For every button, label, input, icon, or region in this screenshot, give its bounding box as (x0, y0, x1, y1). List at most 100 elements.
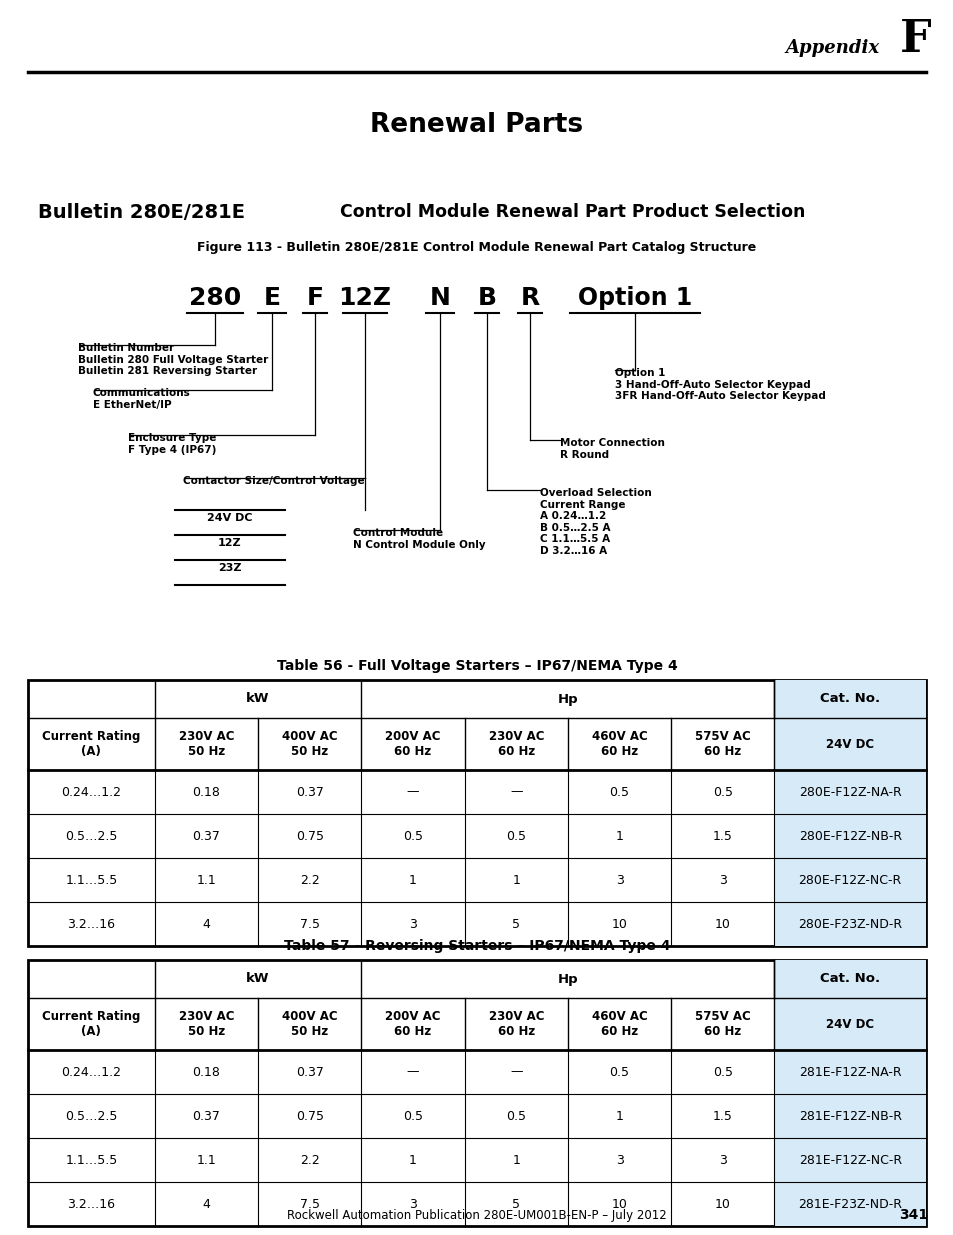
Text: 12Z: 12Z (338, 287, 391, 310)
Text: 400V AC
50 Hz: 400V AC 50 Hz (282, 1010, 337, 1037)
Text: 2.2: 2.2 (299, 873, 319, 887)
Text: 5: 5 (512, 918, 519, 930)
Bar (774, 960, 925, 1226)
Text: Current Rating
(A): Current Rating (A) (42, 1010, 140, 1037)
Text: 0.5: 0.5 (712, 1066, 732, 1078)
Text: 281E-F12Z-NC-R: 281E-F12Z-NC-R (798, 1153, 901, 1167)
Text: Figure 113 - Bulletin 280E/281E Control Module Renewal Part Catalog Structure: Figure 113 - Bulletin 280E/281E Control … (197, 241, 756, 253)
Text: 0.37: 0.37 (193, 830, 220, 842)
Text: 230V AC
60 Hz: 230V AC 60 Hz (488, 1010, 543, 1037)
Text: 24V DC: 24V DC (825, 1018, 873, 1030)
Text: 4: 4 (202, 918, 211, 930)
Text: 280E-F23Z-ND-R: 280E-F23Z-ND-R (798, 918, 902, 930)
Text: 230V AC
50 Hz: 230V AC 50 Hz (178, 730, 234, 758)
Text: 1.1: 1.1 (196, 873, 216, 887)
Bar (774, 680, 925, 946)
Text: 230V AC
50 Hz: 230V AC 50 Hz (178, 1010, 234, 1037)
Text: 1.1…5.5: 1.1…5.5 (65, 1153, 117, 1167)
Text: 0.37: 0.37 (295, 785, 323, 799)
Text: 0.24…1.2: 0.24…1.2 (61, 785, 121, 799)
Text: 0.75: 0.75 (295, 1109, 323, 1123)
Text: 0.37: 0.37 (295, 1066, 323, 1078)
Text: kW: kW (246, 972, 270, 986)
Text: 24V DC: 24V DC (207, 513, 253, 522)
Text: F: F (900, 19, 931, 62)
Text: 200V AC
60 Hz: 200V AC 60 Hz (385, 1010, 440, 1037)
Text: Renewal Parts: Renewal Parts (370, 112, 583, 138)
Text: 4: 4 (202, 1198, 211, 1210)
Text: Control Module Renewal Part Product Selection: Control Module Renewal Part Product Sele… (339, 203, 804, 221)
Text: 230V AC
60 Hz: 230V AC 60 Hz (488, 730, 543, 758)
Text: E: E (263, 287, 280, 310)
Text: 1: 1 (512, 1153, 519, 1167)
Text: Motor Connection
R Round: Motor Connection R Round (559, 438, 664, 459)
Text: —: — (406, 785, 418, 799)
Text: 575V AC
60 Hz: 575V AC 60 Hz (694, 1010, 750, 1037)
Text: kW: kW (246, 693, 270, 705)
Text: R: R (519, 287, 539, 310)
Text: 5: 5 (512, 1198, 519, 1210)
Text: 3: 3 (615, 873, 623, 887)
Text: 200V AC
60 Hz: 200V AC 60 Hz (385, 730, 440, 758)
Text: 1: 1 (512, 873, 519, 887)
Bar (28, 960, 925, 1226)
Text: 0.5…2.5: 0.5…2.5 (65, 1109, 117, 1123)
Text: 3: 3 (719, 873, 726, 887)
Text: 24V DC: 24V DC (825, 737, 873, 751)
Text: N: N (429, 287, 450, 310)
Text: 3.2…16: 3.2…16 (68, 1198, 115, 1210)
Text: —: — (406, 1066, 418, 1078)
Text: Hp: Hp (557, 693, 578, 705)
Text: —: — (510, 785, 522, 799)
Text: 280: 280 (189, 287, 241, 310)
Bar (28, 680, 925, 946)
Text: 3: 3 (615, 1153, 623, 1167)
Text: 3: 3 (719, 1153, 726, 1167)
Text: Table 56 - Full Voltage Starters – IP67/NEMA Type 4: Table 56 - Full Voltage Starters – IP67/… (276, 659, 677, 673)
Text: 1.5: 1.5 (712, 830, 732, 842)
Text: Bulletin 280E/281E: Bulletin 280E/281E (38, 203, 245, 221)
Text: 10: 10 (714, 1198, 730, 1210)
Text: 460V AC
60 Hz: 460V AC 60 Hz (591, 730, 647, 758)
Text: Option 1: Option 1 (578, 287, 691, 310)
Text: 0.5: 0.5 (402, 830, 422, 842)
Text: —: — (510, 1066, 522, 1078)
Text: B: B (477, 287, 496, 310)
Text: 3: 3 (409, 918, 416, 930)
Text: 280E-F12Z-NA-R: 280E-F12Z-NA-R (798, 785, 901, 799)
Text: 280E-F12Z-NC-R: 280E-F12Z-NC-R (798, 873, 901, 887)
Text: 281E-F12Z-NB-R: 281E-F12Z-NB-R (798, 1109, 901, 1123)
Text: 3: 3 (409, 1198, 416, 1210)
Text: 460V AC
60 Hz: 460V AC 60 Hz (591, 1010, 647, 1037)
Text: Hp: Hp (557, 972, 578, 986)
Text: Cat. No.: Cat. No. (820, 972, 880, 986)
Text: 0.5: 0.5 (506, 1109, 526, 1123)
Text: 0.5…2.5: 0.5…2.5 (65, 830, 117, 842)
Text: 7.5: 7.5 (299, 1198, 319, 1210)
Text: 0.18: 0.18 (193, 785, 220, 799)
Text: 0.5: 0.5 (609, 785, 629, 799)
Text: Contactor Size/Control Voltage: Contactor Size/Control Voltage (183, 475, 364, 487)
Text: 0.37: 0.37 (193, 1109, 220, 1123)
Text: 341: 341 (898, 1208, 927, 1221)
Text: 10: 10 (611, 1198, 627, 1210)
Text: Bulletin Number
Bulletin 280 Full Voltage Starter
Bulletin 281 Reversing Starter: Bulletin Number Bulletin 280 Full Voltag… (78, 343, 268, 377)
Text: 1: 1 (409, 1153, 416, 1167)
Text: 10: 10 (611, 918, 627, 930)
Text: 0.24…1.2: 0.24…1.2 (61, 1066, 121, 1078)
Text: 1.1: 1.1 (196, 1153, 216, 1167)
Text: 1: 1 (615, 830, 623, 842)
Text: Appendix: Appendix (785, 40, 879, 57)
Text: 23Z: 23Z (218, 563, 241, 573)
Text: F: F (306, 287, 323, 310)
Text: 1.1…5.5: 1.1…5.5 (65, 873, 117, 887)
Text: Communications
E EtherNet/IP: Communications E EtherNet/IP (92, 388, 191, 410)
Text: 3.2…16: 3.2…16 (68, 918, 115, 930)
Text: 0.18: 0.18 (193, 1066, 220, 1078)
Text: Option 1
3 Hand-Off-Auto Selector Keypad
3FR Hand-Off-Auto Selector Keypad: Option 1 3 Hand-Off-Auto Selector Keypad… (615, 368, 825, 401)
Text: 12Z: 12Z (218, 538, 241, 548)
Text: 1: 1 (409, 873, 416, 887)
Text: 2.2: 2.2 (299, 1153, 319, 1167)
Text: 1.5: 1.5 (712, 1109, 732, 1123)
Text: 281E-F12Z-NA-R: 281E-F12Z-NA-R (798, 1066, 901, 1078)
